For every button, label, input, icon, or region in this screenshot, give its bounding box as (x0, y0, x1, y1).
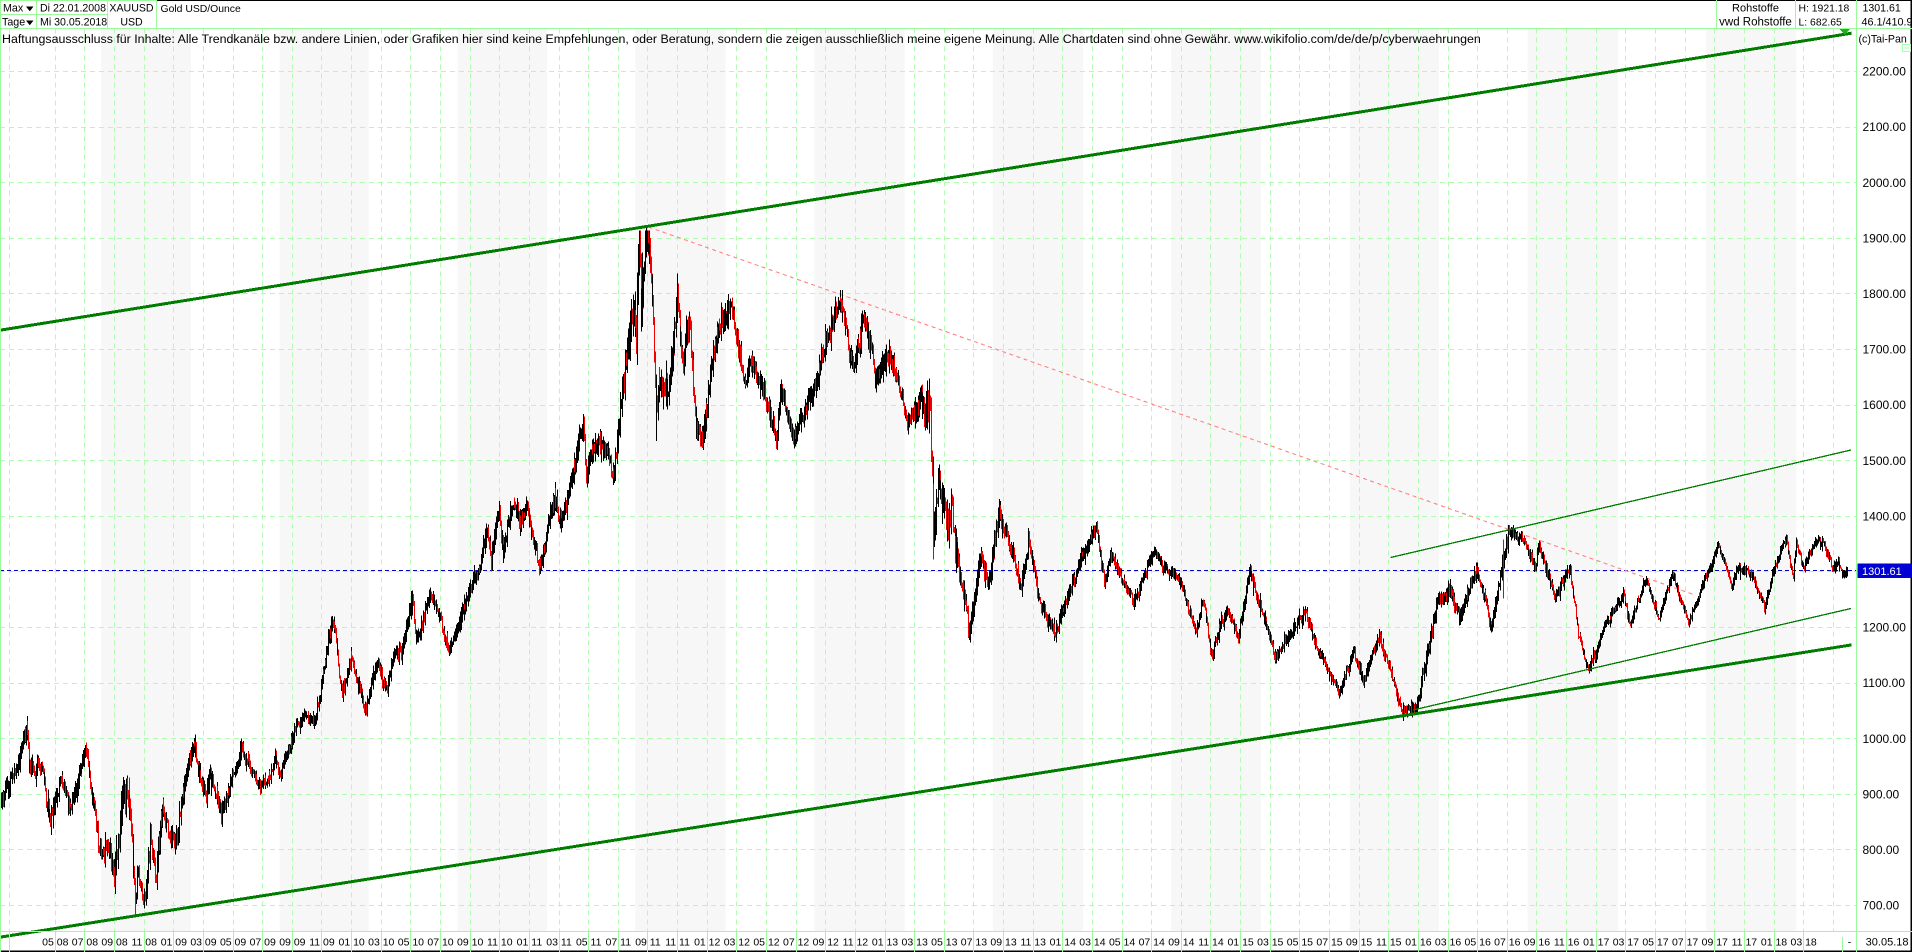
svg-text:07 08: 07 08 (72, 937, 98, 949)
svg-text:09 16: 09 16 (1524, 937, 1550, 949)
svg-text:1100.00: 1100.00 (1863, 676, 1906, 690)
svg-text:vwd Rohstoffe: vwd Rohstoffe (1719, 17, 1792, 29)
svg-text:1400.00: 1400.00 (1863, 509, 1907, 523)
svg-text:05 14: 05 14 (1109, 937, 1135, 949)
svg-text:01 16: 01 16 (1405, 937, 1431, 949)
svg-text:11 13: 11 13 (1020, 937, 1046, 949)
svg-text:1800.00: 1800.00 (1863, 287, 1907, 301)
svg-text:09 15: 09 15 (1346, 937, 1372, 949)
svg-text:800.00: 800.00 (1863, 843, 1900, 857)
svg-text:700.00: 700.00 (1863, 899, 1900, 913)
svg-text:11 16: 11 16 (1554, 937, 1580, 949)
svg-text:09 09: 09 09 (279, 937, 305, 949)
svg-text:(c)Tai-Pan: (c)Tai-Pan (1859, 34, 1907, 46)
svg-text:Max: Max (3, 3, 24, 15)
svg-text:01 14: 01 14 (1050, 937, 1076, 949)
svg-text:Haftungsausschluss für Inhalte: Haftungsausschluss für Inhalte: Alle Tre… (2, 32, 1481, 46)
svg-text:03 10: 03 10 (368, 937, 394, 949)
svg-text:1600.00: 1600.00 (1863, 398, 1907, 412)
svg-text:11 12: 11 12 (843, 937, 869, 949)
svg-text:09 12: 09 12 (813, 937, 839, 949)
svg-text:03 18: 03 18 (1791, 937, 1817, 949)
svg-text:09 10: 09 10 (457, 937, 483, 949)
svg-text:01 09: 01 09 (161, 937, 187, 949)
svg-text:09 11: 09 11 (635, 937, 661, 949)
svg-text:XAUUSD: XAUUSD (109, 3, 153, 15)
svg-text:-: - (1848, 937, 1852, 949)
svg-text:07 17: 07 17 (1672, 937, 1698, 949)
svg-text:03 15: 03 15 (1257, 937, 1283, 949)
svg-text:09 08: 09 08 (101, 937, 127, 949)
svg-text:1500.00: 1500.00 (1863, 454, 1907, 468)
svg-text:900.00: 900.00 (1863, 787, 1900, 801)
svg-text:01 18: 01 18 (1761, 937, 1787, 949)
svg-text:11 14: 11 14 (1198, 937, 1224, 949)
svg-text:03 14: 03 14 (1079, 937, 1105, 949)
svg-text:2200.00: 2200.00 (1863, 65, 1907, 79)
svg-text:03 09: 03 09 (190, 937, 216, 949)
svg-text:46.1/410.9: 46.1/410.9 (1862, 17, 1912, 29)
svg-text:03 11: 03 11 (546, 937, 572, 949)
svg-text:11 09: 11 09 (309, 937, 335, 949)
svg-text:11 15: 11 15 (1376, 937, 1402, 949)
svg-text:09 13: 09 13 (990, 937, 1016, 949)
svg-text:09 14: 09 14 (1168, 937, 1194, 949)
svg-text:01 13: 01 13 (872, 937, 898, 949)
svg-text:05 16: 05 16 (1465, 937, 1491, 949)
svg-text:Gold USD/Ounce: Gold USD/Ounce (161, 4, 241, 15)
svg-text:01 11: 01 11 (517, 937, 543, 949)
svg-text:11 08: 11 08 (131, 937, 157, 949)
svg-text:Rohstoffe: Rohstoffe (1732, 3, 1779, 15)
svg-text:1200.00: 1200.00 (1863, 621, 1907, 635)
svg-text:05 12: 05 12 (753, 937, 779, 949)
svg-text:05 09: 05 09 (220, 937, 246, 949)
svg-text:30.05.18: 30.05.18 (1866, 937, 1909, 949)
svg-text:01 15: 01 15 (1227, 937, 1253, 949)
svg-text:2100.00: 2100.00 (1863, 120, 1907, 134)
svg-text:Tage: Tage (2, 17, 25, 29)
svg-text:Di 22.01.2008: Di 22.01.2008 (40, 3, 106, 15)
svg-text:11 17: 11 17 (1732, 937, 1758, 949)
svg-text:Mi 30.05.2018: Mi 30.05.2018 (40, 17, 107, 29)
svg-text:1000.00: 1000.00 (1863, 732, 1907, 746)
svg-text:07 12: 07 12 (783, 937, 809, 949)
svg-text:05 11: 05 11 (576, 937, 602, 949)
svg-text:1900.00: 1900.00 (1863, 231, 1907, 245)
svg-text:07 13: 07 13 (961, 937, 987, 949)
svg-text:03 17: 03 17 (1613, 937, 1639, 949)
svg-text:05 17: 05 17 (1642, 937, 1668, 949)
svg-text:H: 1921.18: H: 1921.18 (1799, 4, 1850, 15)
svg-text:01 12: 01 12 (694, 937, 720, 949)
svg-text:1301.61: 1301.61 (1863, 3, 1901, 15)
svg-text:11 11: 11 11 (665, 937, 690, 949)
svg-text:01 10: 01 10 (338, 937, 364, 949)
svg-text:11 10: 11 10 (487, 937, 513, 949)
svg-text:09 17: 09 17 (1702, 937, 1728, 949)
svg-text:03 16: 03 16 (1435, 937, 1461, 949)
svg-text:05 10: 05 10 (398, 937, 424, 949)
svg-text:05 15: 05 15 (1287, 937, 1313, 949)
svg-text:07 16: 07 16 (1494, 937, 1520, 949)
svg-text:07 09: 07 09 (250, 937, 276, 949)
svg-text:07 10: 07 10 (427, 937, 453, 949)
svg-text:1700.00: 1700.00 (1863, 343, 1907, 357)
svg-text:03 13: 03 13 (902, 937, 928, 949)
svg-text:USD: USD (120, 17, 143, 29)
svg-text:01 17: 01 17 (1583, 937, 1609, 949)
svg-text:03 12: 03 12 (724, 937, 750, 949)
svg-text:05 08: 05 08 (42, 937, 68, 949)
svg-text:07 11: 07 11 (606, 937, 632, 949)
svg-text:07 14: 07 14 (1139, 937, 1165, 949)
svg-text:2000.00: 2000.00 (1863, 176, 1907, 190)
svg-text:07 15: 07 15 (1316, 937, 1342, 949)
svg-text:L: 682.65: L: 682.65 (1799, 18, 1843, 29)
svg-text:05 13: 05 13 (931, 937, 957, 949)
svg-text:1301.61: 1301.61 (1862, 566, 1902, 578)
